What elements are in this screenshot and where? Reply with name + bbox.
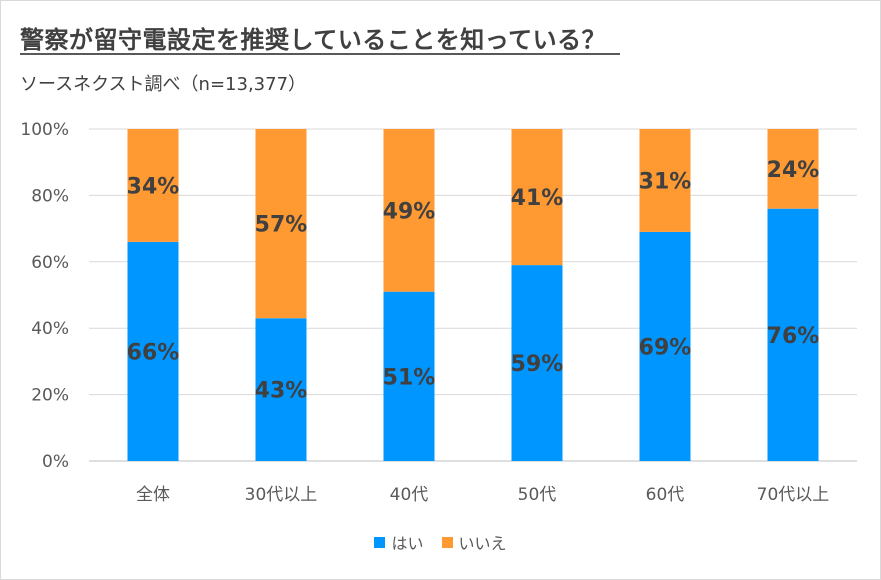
chart-title: 警察が留守電設定を推奨していることを知っている？ xyxy=(20,26,607,54)
x-category-label: 全体 xyxy=(136,485,170,505)
y-tick-label: 80% xyxy=(31,186,69,206)
x-category-label: 30代以上 xyxy=(245,485,318,505)
data-label: 69% xyxy=(639,335,692,360)
chart-subtitle: ソースネクスト調べ（n=13,377） xyxy=(20,74,307,95)
data-label: 59% xyxy=(511,352,564,377)
bar-segment-no xyxy=(255,129,307,319)
legend: はい いいえ xyxy=(0,530,881,554)
data-label: 24% xyxy=(767,158,820,183)
y-tick-label: 100% xyxy=(20,120,69,140)
data-label: 57% xyxy=(255,213,308,238)
bar-segment-yes xyxy=(383,291,435,461)
data-label: 34% xyxy=(127,174,180,199)
x-category-label: 50代 xyxy=(518,485,557,505)
y-tick-label: 60% xyxy=(31,253,69,273)
legend-label-yes: はい xyxy=(391,534,424,553)
data-label: 41% xyxy=(511,186,564,211)
legend-item-no: いいえ xyxy=(441,530,507,554)
legend-label-no: いいえ xyxy=(458,534,507,553)
data-label: 51% xyxy=(383,365,436,390)
bar-segment-yes xyxy=(511,265,563,461)
x-category-label: 40代 xyxy=(390,485,429,505)
title-underline xyxy=(20,53,620,55)
bar-segment-no xyxy=(767,129,819,209)
bar-segment-no xyxy=(511,129,563,266)
y-tick-label: 20% xyxy=(31,386,69,406)
bar-segment-yes xyxy=(255,318,307,461)
bar-segment-no xyxy=(127,129,179,242)
data-label: 66% xyxy=(127,340,180,365)
legend-swatch-yes xyxy=(374,536,386,548)
bar-segment-yes xyxy=(767,208,819,461)
bar-segment-no xyxy=(383,129,435,292)
data-label: 31% xyxy=(639,169,692,194)
data-label: 43% xyxy=(255,379,308,404)
bar-segment-yes xyxy=(127,241,179,461)
bar-segment-no xyxy=(639,129,691,232)
bar-segment-yes xyxy=(639,231,691,461)
legend-swatch-no xyxy=(441,536,453,548)
legend-item-yes: はい xyxy=(374,530,424,554)
y-tick-label: 0% xyxy=(42,452,69,472)
x-category-label: 60代 xyxy=(646,485,685,505)
y-tick-label: 40% xyxy=(31,319,69,339)
x-category-label: 70代以上 xyxy=(757,485,830,505)
data-label: 76% xyxy=(767,324,820,349)
data-label: 49% xyxy=(383,199,436,224)
